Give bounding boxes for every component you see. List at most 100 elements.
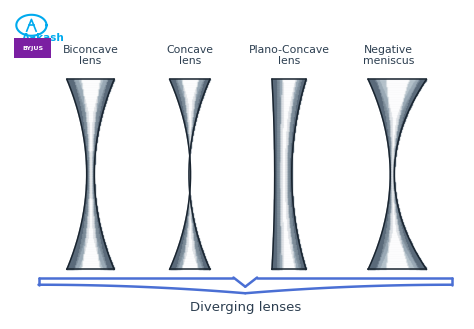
- Polygon shape: [392, 163, 393, 164]
- Polygon shape: [282, 81, 295, 82]
- Polygon shape: [277, 225, 281, 226]
- Polygon shape: [86, 231, 95, 232]
- Polygon shape: [99, 256, 102, 257]
- Polygon shape: [201, 264, 208, 265]
- Polygon shape: [280, 234, 283, 235]
- Polygon shape: [95, 231, 101, 232]
- Polygon shape: [394, 196, 395, 197]
- Polygon shape: [290, 114, 294, 115]
- Polygon shape: [392, 172, 393, 173]
- Polygon shape: [281, 248, 292, 249]
- Polygon shape: [388, 215, 390, 216]
- Polygon shape: [280, 235, 283, 236]
- Polygon shape: [288, 207, 291, 208]
- Polygon shape: [198, 268, 204, 269]
- Polygon shape: [183, 252, 186, 253]
- Polygon shape: [87, 125, 94, 126]
- Polygon shape: [369, 81, 376, 82]
- Polygon shape: [288, 136, 291, 137]
- Polygon shape: [393, 180, 394, 181]
- Polygon shape: [277, 230, 281, 231]
- Polygon shape: [390, 161, 391, 162]
- Polygon shape: [274, 180, 280, 181]
- Polygon shape: [279, 265, 283, 266]
- Polygon shape: [94, 223, 100, 224]
- Polygon shape: [92, 194, 95, 195]
- Polygon shape: [390, 221, 392, 222]
- Polygon shape: [82, 247, 85, 248]
- Polygon shape: [390, 199, 391, 200]
- Polygon shape: [80, 119, 86, 120]
- Polygon shape: [277, 181, 280, 182]
- Polygon shape: [94, 130, 99, 131]
- Polygon shape: [292, 104, 295, 105]
- Polygon shape: [287, 174, 289, 175]
- Polygon shape: [290, 119, 296, 120]
- Polygon shape: [394, 195, 395, 196]
- Polygon shape: [196, 256, 200, 257]
- Polygon shape: [182, 82, 197, 83]
- Polygon shape: [288, 210, 291, 211]
- Polygon shape: [393, 167, 394, 168]
- Polygon shape: [96, 109, 100, 110]
- Polygon shape: [287, 228, 290, 229]
- Polygon shape: [280, 189, 287, 190]
- Polygon shape: [196, 255, 200, 256]
- Polygon shape: [277, 126, 281, 127]
- Polygon shape: [280, 208, 288, 209]
- Polygon shape: [179, 243, 185, 244]
- Polygon shape: [73, 95, 80, 96]
- Polygon shape: [176, 79, 182, 80]
- Polygon shape: [277, 125, 281, 126]
- Polygon shape: [277, 119, 281, 120]
- Polygon shape: [89, 186, 90, 187]
- Polygon shape: [273, 239, 280, 240]
- Polygon shape: [170, 79, 176, 80]
- Polygon shape: [282, 94, 293, 95]
- Polygon shape: [390, 132, 396, 133]
- Polygon shape: [392, 177, 393, 178]
- Polygon shape: [383, 101, 388, 102]
- Polygon shape: [84, 138, 88, 139]
- Polygon shape: [280, 211, 282, 212]
- Polygon shape: [280, 225, 283, 226]
- Polygon shape: [191, 125, 193, 126]
- Polygon shape: [377, 80, 386, 81]
- Polygon shape: [192, 229, 194, 230]
- Polygon shape: [374, 92, 381, 93]
- Polygon shape: [80, 96, 84, 97]
- Polygon shape: [277, 111, 281, 112]
- Polygon shape: [395, 205, 396, 206]
- Polygon shape: [182, 115, 187, 116]
- Polygon shape: [290, 227, 293, 228]
- Polygon shape: [287, 181, 292, 182]
- Polygon shape: [186, 239, 188, 240]
- Polygon shape: [391, 156, 393, 157]
- Polygon shape: [100, 259, 104, 260]
- Polygon shape: [199, 89, 205, 90]
- Polygon shape: [390, 194, 391, 195]
- Polygon shape: [187, 234, 193, 235]
- Polygon shape: [195, 249, 198, 250]
- Polygon shape: [197, 263, 201, 264]
- Polygon shape: [294, 263, 298, 264]
- Polygon shape: [388, 140, 391, 141]
- Polygon shape: [289, 221, 292, 222]
- Polygon shape: [82, 112, 86, 113]
- Polygon shape: [277, 248, 281, 249]
- Polygon shape: [292, 93, 295, 94]
- Polygon shape: [277, 163, 280, 164]
- Polygon shape: [92, 195, 95, 196]
- Polygon shape: [390, 169, 392, 170]
- Polygon shape: [192, 125, 194, 126]
- Polygon shape: [401, 240, 405, 241]
- Polygon shape: [287, 193, 292, 194]
- Polygon shape: [382, 97, 388, 98]
- Polygon shape: [73, 253, 79, 254]
- Polygon shape: [182, 91, 185, 92]
- Polygon shape: [381, 95, 387, 96]
- Polygon shape: [200, 87, 206, 88]
- Polygon shape: [95, 243, 98, 244]
- Polygon shape: [287, 168, 289, 169]
- Polygon shape: [400, 106, 404, 107]
